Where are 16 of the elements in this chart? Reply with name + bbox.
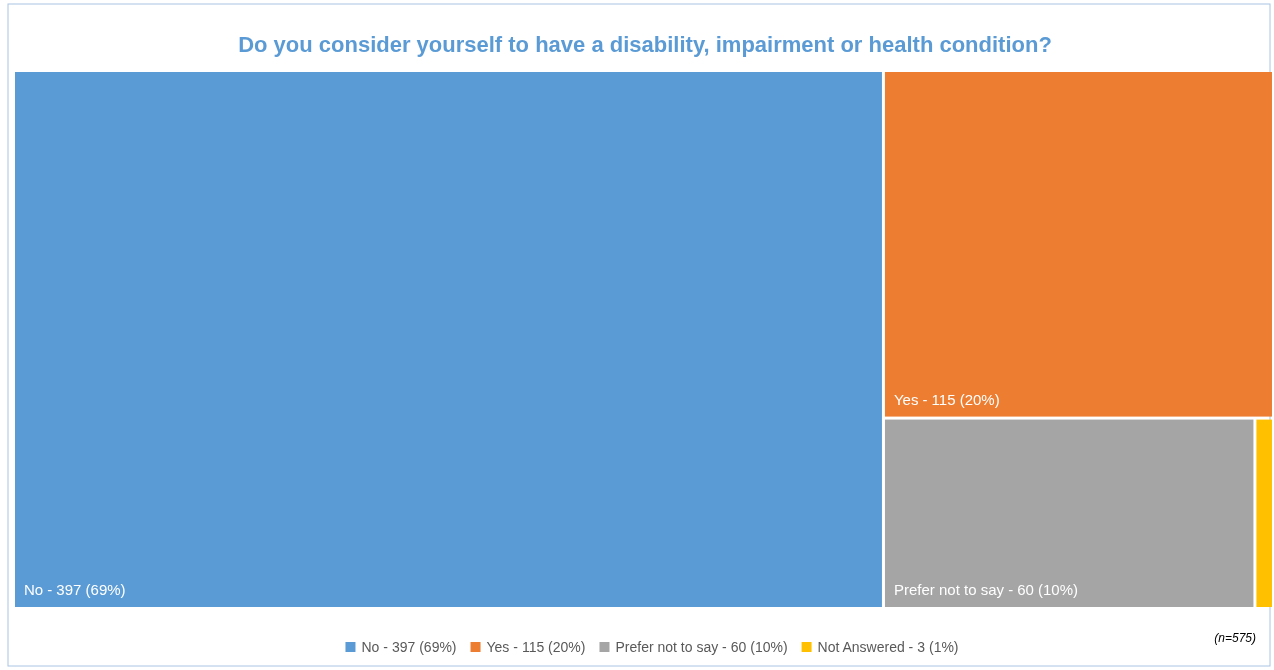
text: 60 (10%): [730, 639, 788, 655]
category-label: No -: [361, 639, 389, 655]
category-label: Prefer not to say -: [893, 581, 1014, 598]
text: 397 (69%): [391, 639, 457, 655]
data-label: 3 (1%): [917, 639, 959, 655]
category-label: Yes -: [893, 390, 928, 408]
category-label: Yes -: [486, 639, 518, 655]
data-label: 115 (20%): [931, 390, 1000, 408]
text: 115 (20%): [521, 639, 586, 655]
text: Do you consider yourself to have a disability, impairment or health condition?: [238, 32, 1052, 57]
category-label: Prefer not to say -: [615, 639, 727, 655]
category-label: No -: [24, 581, 53, 598]
text: (n=575): [1214, 631, 1256, 645]
data-label: 60 (10%): [1017, 581, 1079, 598]
data-label: 397 (69%): [56, 581, 126, 598]
category-label: Not Answered -: [817, 639, 914, 655]
